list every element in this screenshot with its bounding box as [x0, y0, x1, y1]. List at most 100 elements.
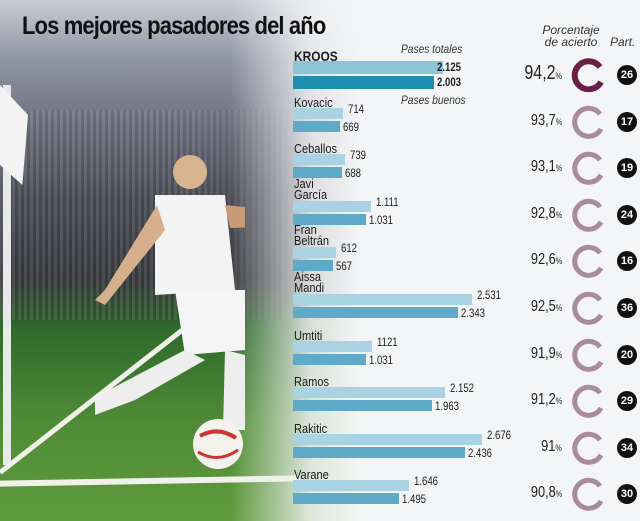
accuracy-number: 92,8 — [530, 204, 556, 222]
accuracy-value: 91% — [541, 438, 562, 456]
bar-total — [293, 294, 472, 305]
bar-good — [293, 400, 432, 412]
accuracy-unit: % — [555, 116, 562, 127]
accuracy-unit: % — [555, 209, 562, 220]
corner-flag-pole — [3, 85, 11, 465]
accuracy-number: 92,6 — [530, 251, 556, 269]
value-good: 567 — [336, 259, 353, 274]
accuracy-ring-icon — [572, 198, 604, 232]
accuracy-ring-icon — [572, 431, 604, 465]
value-total: 1.111 — [376, 194, 400, 209]
value-good: 1.031 — [368, 212, 393, 227]
accuracy-ring-icon — [572, 478, 604, 512]
player-name: Rakitic — [294, 420, 328, 436]
accuracy-value: 91,9% — [531, 345, 562, 363]
player-name: Varane — [294, 467, 329, 483]
accuracy-ring-icon — [572, 152, 604, 185]
accuracy-value: 92,5% — [531, 298, 562, 316]
bar-total — [293, 154, 346, 166]
crowd-stands — [0, 110, 300, 320]
bar-total — [293, 433, 482, 445]
accuracy-unit: % — [555, 396, 562, 407]
bar-good — [293, 76, 435, 89]
player-name: Ramos — [294, 374, 330, 390]
matches-badge: 24 — [617, 204, 637, 225]
legend-good: Pases buenos — [401, 93, 466, 107]
accuracy-value: 93,7% — [531, 112, 562, 130]
matches-badge: 20 — [617, 344, 637, 365]
bar-good — [293, 446, 465, 458]
accuracy-number: 92,5 — [530, 298, 556, 315]
player-name: Javi García — [294, 175, 328, 202]
bar-good — [293, 307, 459, 318]
value-good: 688 — [344, 166, 361, 181]
accuracy-value: 93,1% — [531, 158, 562, 176]
accuracy-value: 92,6% — [531, 251, 562, 269]
matches-badge: 30 — [617, 484, 637, 505]
page-title: Los mejores pasadores del año — [22, 12, 326, 40]
accuracy-ring-icon — [572, 385, 604, 418]
matches-badge: 19 — [617, 158, 637, 179]
accuracy-number: 91 — [541, 437, 556, 455]
bar-total — [293, 200, 372, 212]
bar-good — [293, 213, 366, 225]
accuracy-unit: % — [555, 303, 562, 313]
accuracy-value: 90,8% — [531, 484, 562, 502]
accuracy-unit: % — [555, 442, 562, 453]
matches-badge: 26 — [617, 65, 637, 85]
value-total: 714 — [348, 101, 365, 116]
player-name: Ceballos — [294, 141, 338, 157]
accuracy-value: 91,2% — [531, 391, 562, 409]
value-total: 1.646 — [414, 474, 439, 489]
bar-total — [293, 107, 344, 119]
accuracy-unit: % — [555, 71, 562, 81]
bar-good — [293, 260, 334, 272]
accuracy-unit: % — [555, 489, 562, 500]
player-kroos-photo — [95, 155, 245, 430]
value-good: 669 — [343, 119, 360, 134]
matches-badge: 16 — [617, 251, 637, 272]
player-name: Aissa Mandi — [294, 269, 325, 295]
value-good: 1.031 — [368, 352, 393, 367]
bar-total — [293, 480, 410, 492]
value-good: 2.343 — [461, 306, 486, 320]
bar-good — [293, 167, 342, 179]
accuracy-unit: % — [555, 163, 562, 174]
player-name: KROOS — [294, 48, 338, 64]
matches-badge: 34 — [617, 437, 637, 458]
value-total: 739 — [350, 148, 367, 163]
accuracy-number: 91,9 — [530, 344, 556, 362]
accuracy-number: 94,2 — [524, 62, 556, 84]
value-good: 1.495 — [401, 492, 426, 507]
accuracy-value: 92,8% — [531, 205, 562, 223]
value-good: 2.436 — [467, 445, 492, 460]
value-total: 2.152 — [449, 381, 474, 396]
accuracy-ring-icon — [571, 58, 604, 92]
accuracy-number: 93,7 — [530, 111, 556, 129]
ball-icon — [193, 419, 243, 469]
value-total: 2.531 — [476, 288, 501, 302]
bar-good — [293, 493, 399, 505]
accuracy-header: Porcentaje de acierto — [542, 23, 600, 49]
accuracy-number: 91,2 — [530, 391, 556, 409]
legend-total: Pases totales — [401, 42, 463, 56]
value-good: 2.003 — [437, 75, 462, 89]
matches-badge: 17 — [617, 111, 637, 132]
player-name: Fran Beltrán — [294, 222, 330, 249]
value-total: 2.125 — [437, 60, 462, 74]
bar-good — [293, 353, 366, 365]
accuracy-number: 93,1 — [530, 158, 556, 176]
accuracy-ring-icon — [572, 338, 604, 372]
player-name: Kovacic — [294, 94, 333, 110]
value-total: 1121 — [377, 334, 398, 349]
value-total: 2.676 — [486, 427, 511, 442]
accuracy-unit: % — [555, 256, 562, 267]
bar-good — [293, 120, 341, 132]
matches-badge: 29 — [617, 391, 637, 412]
value-good: 1.963 — [434, 399, 459, 414]
matches-badge: 36 — [617, 298, 637, 318]
bar-total — [293, 247, 337, 259]
accuracy-number: 90,8 — [530, 484, 556, 502]
bar-total — [293, 387, 445, 399]
matches-header: Part. — [610, 35, 636, 49]
